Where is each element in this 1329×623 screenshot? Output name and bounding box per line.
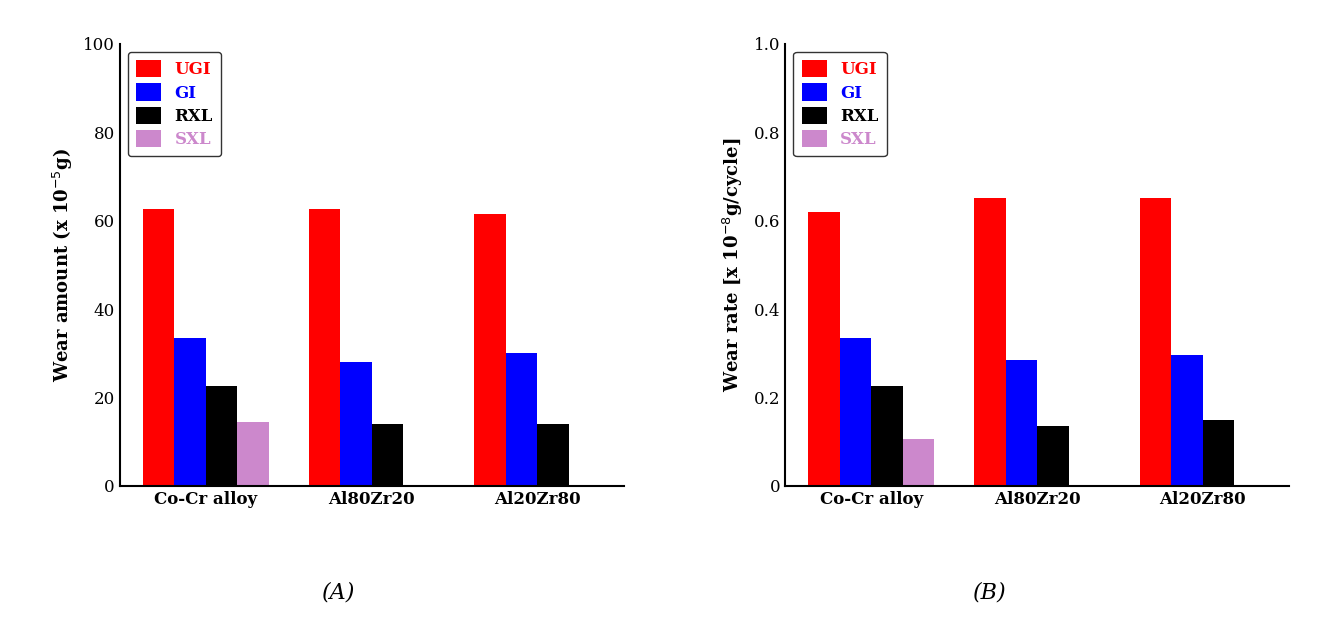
Bar — [902, 439, 934, 486]
Bar — [1140, 198, 1171, 486]
Bar — [808, 212, 840, 486]
Bar — [206, 386, 238, 486]
Legend: UGI, GI, RXL, SXL: UGI, GI, RXL, SXL — [793, 52, 886, 156]
Bar — [174, 338, 206, 486]
Bar — [142, 209, 174, 486]
Text: (A): (A) — [322, 581, 356, 603]
Bar — [340, 362, 372, 486]
Bar — [537, 424, 569, 486]
Bar — [840, 338, 872, 486]
Bar — [372, 424, 403, 486]
Bar — [872, 386, 902, 486]
Text: (B): (B) — [973, 581, 1007, 603]
Bar — [474, 214, 506, 486]
Bar — [308, 209, 340, 486]
Y-axis label: Wear amount (x 10$^{-5}$g): Wear amount (x 10$^{-5}$g) — [51, 148, 74, 382]
Bar — [1171, 356, 1203, 486]
Bar — [506, 353, 537, 486]
Legend: UGI, GI, RXL, SXL: UGI, GI, RXL, SXL — [128, 52, 222, 156]
Bar — [238, 422, 268, 486]
Y-axis label: Wear rate [x 10$^{-8}$g/cycle]: Wear rate [x 10$^{-8}$g/cycle] — [722, 138, 746, 392]
Bar — [1006, 360, 1037, 486]
Bar — [1037, 426, 1069, 486]
Bar — [1203, 420, 1235, 486]
Bar — [974, 198, 1006, 486]
